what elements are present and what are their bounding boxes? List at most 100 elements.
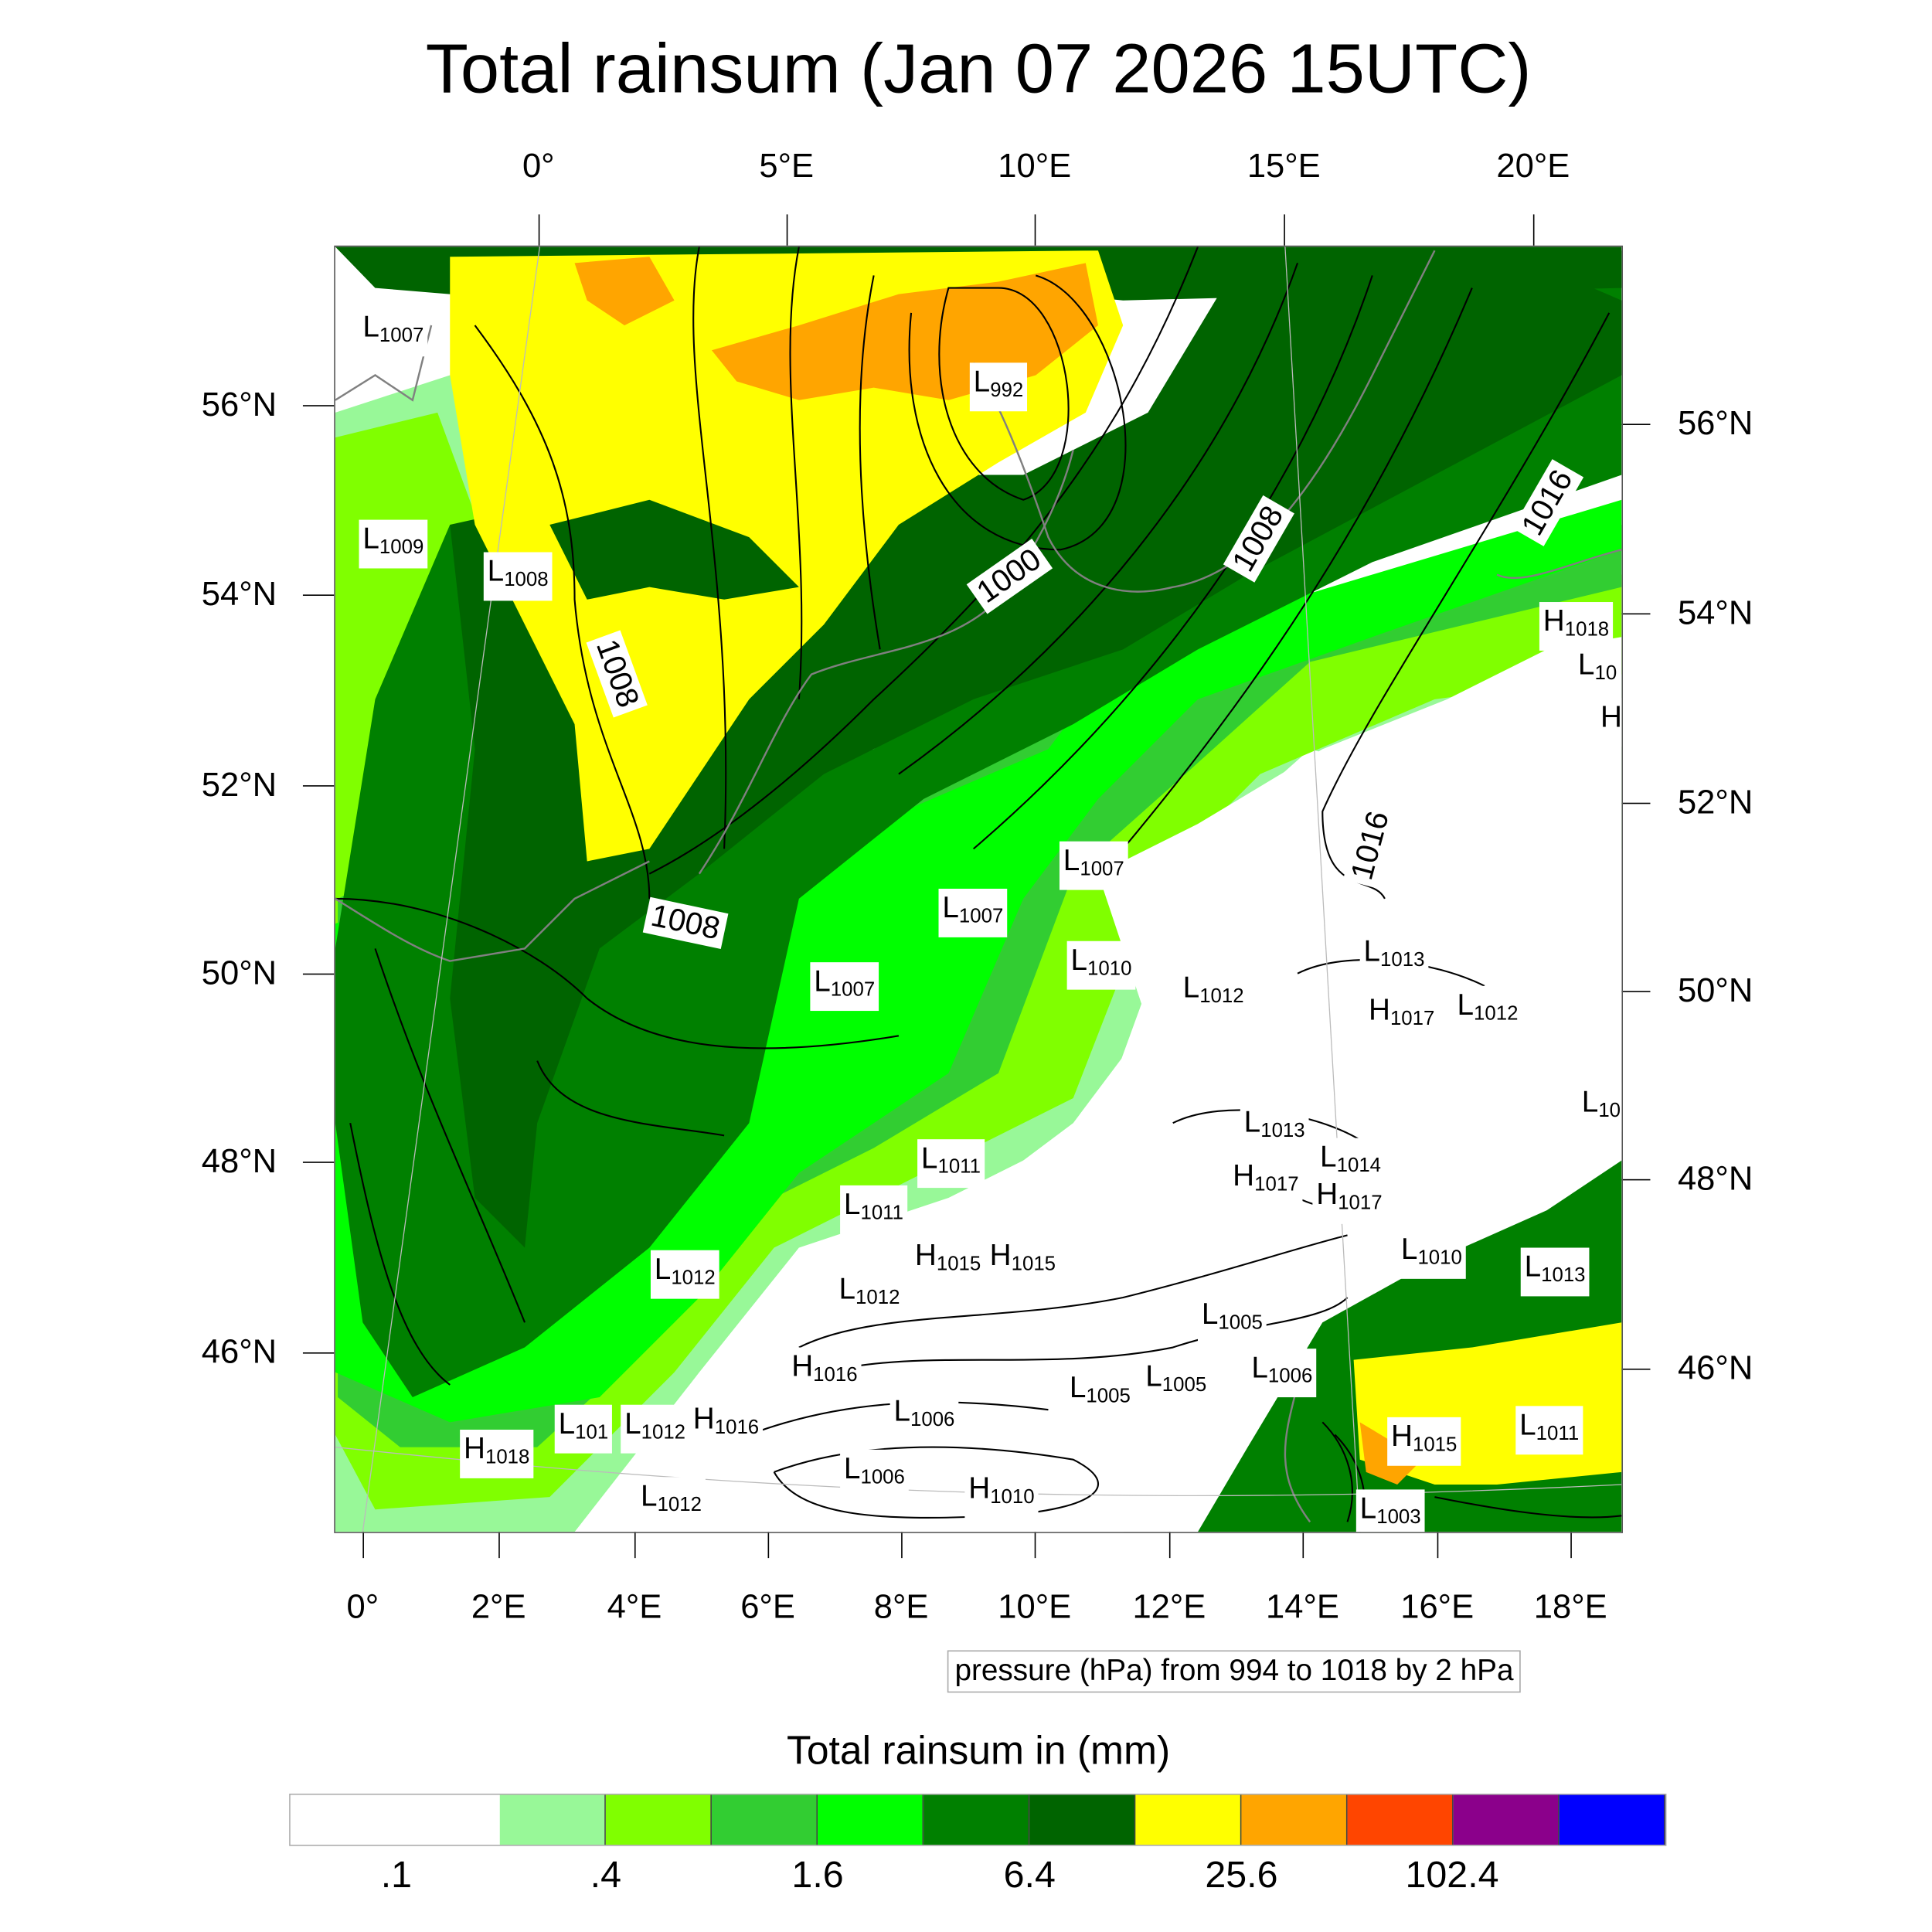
pressure-center-type: L [1457, 988, 1475, 1022]
pressure-center-label: L1012 [621, 1404, 689, 1454]
colorbar-swatch [290, 1794, 500, 1845]
colorbar-tick-label: 6.4 [1003, 1854, 1056, 1896]
pressure-center-type: L [362, 310, 379, 345]
pressure-center-label: L1011 [840, 1185, 907, 1234]
pressure-center-label: H1015 [985, 1236, 1060, 1285]
pressure-center-type: H [1543, 604, 1565, 638]
pressure-center-value: 101 [575, 1422, 609, 1444]
pressure-center-label: L1013 [1240, 1103, 1309, 1152]
pressure-center-value: 1017 [1389, 1008, 1435, 1030]
pressure-center-value: 1017 [1338, 1192, 1383, 1214]
tick-mark [1168, 1530, 1171, 1559]
colorbar-swatch [711, 1794, 818, 1845]
contour-note: pressure (hPa) from 994 to 1018 by 2 hPa [947, 1650, 1522, 1693]
colorbar-swatch [1135, 1794, 1242, 1845]
pressure-center-label: L1005 [1197, 1294, 1267, 1344]
pressure-center-label: L1007 [938, 888, 1008, 937]
pressure-center-value: 1010 [990, 1487, 1035, 1509]
pressure-center-label: L1012 [1179, 968, 1248, 1018]
top-lon-tick-label: 5°E [759, 147, 815, 185]
bottom-lon-tick-label: 18°E [1533, 1587, 1607, 1626]
pressure-center-value: 1010 [1087, 958, 1132, 980]
pressure-center-type: H [692, 1402, 715, 1437]
colorbar-tick-label: 1.6 [791, 1854, 844, 1896]
pressure-center-type: L [1070, 943, 1088, 978]
pressure-center-type: L [558, 1406, 576, 1441]
tick-mark [302, 1162, 335, 1163]
pressure-center-label: H1018 [460, 1429, 534, 1478]
pressure-center-label: H1010 [964, 1469, 1039, 1519]
pressure-center-label: L1007 [810, 962, 879, 1012]
bottom-lon-tick-label: 16°E [1400, 1587, 1475, 1626]
pressure-center-value: 1007 [1080, 859, 1124, 880]
top-lon-tick-label: 10°E [998, 147, 1072, 185]
colorbar-swatch [923, 1794, 1030, 1845]
colorbar-swatch [1453, 1794, 1560, 1845]
pressure-center-label: L1013 [1520, 1247, 1590, 1297]
bottom-lon-tick-label: 8°E [873, 1587, 929, 1626]
pressure-center-value: 1007 [958, 906, 1004, 927]
pressure-center-label: L1011 [917, 1139, 985, 1189]
pressure-center-type: L [1145, 1359, 1162, 1394]
pressure-center-value: 1012 [855, 1287, 900, 1309]
tick-mark [302, 1352, 335, 1354]
pressure-center-label: L1003 [1355, 1489, 1425, 1532]
pressure-center-value: 1016 [813, 1365, 858, 1386]
pressure-center-type: H [1316, 1178, 1338, 1212]
colorbar-swatch [499, 1794, 606, 1845]
left-lat-tick-label: 52°N [201, 766, 277, 804]
pressure-center-type: L [1069, 1371, 1087, 1405]
pressure-center-type: L [1182, 971, 1200, 1005]
pressure-center-type: L [1251, 1351, 1268, 1385]
pressure-center-type: H [968, 1471, 991, 1506]
pressure-center-label: H1016 [787, 1347, 862, 1396]
colorbar-swatch [1029, 1794, 1136, 1845]
pressure-center-label: L10 [1574, 645, 1621, 695]
map-plot-area: L1007 L1009 L1008 L992 L1007 L1007 L1010 L1007 L… [334, 245, 1623, 1533]
colorbar-title: Total rainsum in (mm) [787, 1727, 1171, 1773]
pressure-center-label: L1005 [1141, 1357, 1211, 1406]
pressure-center-type: L [487, 554, 505, 589]
pressure-center-type: L [973, 365, 991, 400]
pressure-center-type: L [1524, 1250, 1542, 1284]
pressure-center-value: 1012 [1474, 1003, 1519, 1025]
pressure-center-value: 1012 [671, 1267, 716, 1289]
tick-mark [302, 973, 335, 975]
right-lat-tick-label: 52°N [1677, 783, 1753, 821]
coastlines [335, 250, 1622, 1523]
pressure-center-type: H [463, 1432, 485, 1466]
pressure-center-type: H [1390, 1420, 1413, 1454]
tick-mark [1284, 214, 1285, 246]
left-lat-tick-label: 56°N [201, 386, 277, 423]
tick-mark [1034, 1530, 1036, 1559]
left-lat-tick-label: 48°N [201, 1142, 277, 1180]
left-lat-tick-label: 46°N [201, 1332, 277, 1371]
pressure-center-type: L [942, 891, 959, 925]
bottom-lon-tick-label: 10°E [998, 1587, 1072, 1626]
tick-mark [634, 1530, 636, 1559]
pressure-center-value: 1011 [860, 1202, 903, 1224]
tick-mark [1620, 1179, 1651, 1181]
right-lat-tick-label: 50°N [1677, 971, 1753, 1009]
tick-mark [901, 1530, 903, 1559]
pressure-center-type: L [1577, 648, 1595, 682]
colorbar-tick-label: 25.6 [1205, 1854, 1278, 1896]
pressure-center-type: L [1243, 1105, 1261, 1140]
pressure-center-value: 1011 [937, 1156, 981, 1179]
pressure-center-type: L [624, 1406, 641, 1441]
pressure-center-label: L992 [969, 362, 1028, 412]
tick-mark [498, 1530, 500, 1559]
colorbar [289, 1793, 1667, 1846]
colorbar-swatch [818, 1794, 924, 1845]
tick-mark [1532, 214, 1535, 246]
pressure-center-label: H1017 [1229, 1156, 1303, 1206]
pressure-center-type: H [1600, 700, 1622, 734]
tick-mark [1570, 1530, 1572, 1559]
pressure-center-type: H [989, 1239, 1012, 1273]
pressure-center-value: 10 [1594, 663, 1617, 685]
pressure-center-value: 1013 [1380, 950, 1425, 971]
pressure-center-label: L101 [554, 1404, 613, 1454]
pressure-center-label: L1012 [1453, 985, 1522, 1035]
pressure-center-type: L [1320, 1140, 1337, 1175]
pressure-center-value: 1008 [504, 570, 549, 591]
